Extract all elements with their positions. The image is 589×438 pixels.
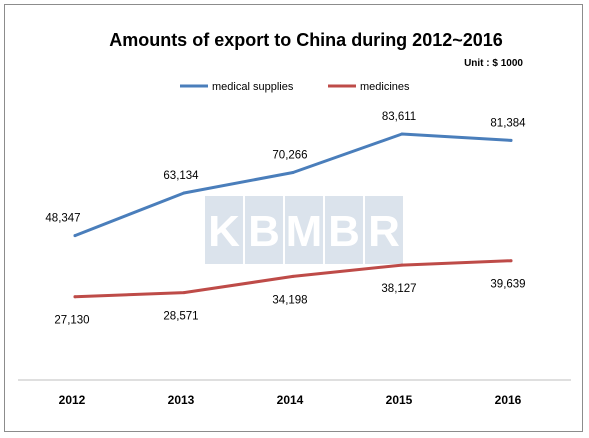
data-point	[291, 171, 295, 174]
x-tick-label: 2013	[168, 393, 195, 407]
watermark-tile	[245, 196, 283, 264]
data-label: 48,347	[45, 213, 80, 225]
data-label: 70,266	[272, 150, 307, 162]
x-tick-label: 2015	[386, 393, 413, 407]
data-point	[73, 234, 77, 238]
watermark-letter: B	[328, 207, 360, 256]
data-point	[400, 263, 404, 267]
series-line-2	[73, 259, 513, 299]
x-axis-ticks: 2012 2013 2014 2015 2016	[59, 393, 522, 407]
data-label: 34,198	[272, 294, 307, 306]
data-label: 39,639	[490, 279, 525, 291]
legend: medical supplies medicines	[180, 81, 410, 93]
data-point	[73, 295, 77, 299]
watermark-letter: B	[248, 207, 280, 256]
x-tick-label: 2014	[277, 393, 304, 407]
watermark-tile	[205, 196, 243, 264]
series-lines	[73, 132, 513, 299]
data-point	[182, 191, 186, 195]
watermark-tile	[285, 196, 323, 264]
data-label: 83,611	[382, 111, 416, 123]
data-label: 27,130	[54, 315, 89, 327]
watermark-letter: K	[208, 207, 240, 256]
data-label: 28,571	[163, 311, 198, 323]
data-point	[291, 274, 295, 278]
chart-title: Amounts of export to China during 2012~2…	[109, 30, 503, 50]
unit-note: Unit : $ 1000	[464, 58, 523, 69]
data-point	[509, 259, 513, 263]
watermark-tile	[325, 196, 363, 264]
watermark-letter: M	[286, 207, 323, 256]
legend-entry: medicines	[360, 81, 410, 93]
x-tick-label: 2016	[495, 393, 522, 407]
legend-entry: medical supplies	[212, 81, 294, 93]
watermark-letter: R	[368, 207, 400, 256]
data-point	[400, 132, 404, 136]
data-label: 38,127	[381, 283, 416, 295]
watermark-tile	[365, 196, 403, 264]
data-point	[509, 138, 513, 142]
data-point	[182, 291, 186, 295]
x-tick-label: 2012	[59, 393, 86, 407]
data-label: 63,134	[163, 170, 199, 182]
data-labels: 48,347 63,134 70,266 83,611 81,384 27,130 28,5…	[45, 111, 526, 327]
data-label: 81,384	[490, 117, 526, 129]
